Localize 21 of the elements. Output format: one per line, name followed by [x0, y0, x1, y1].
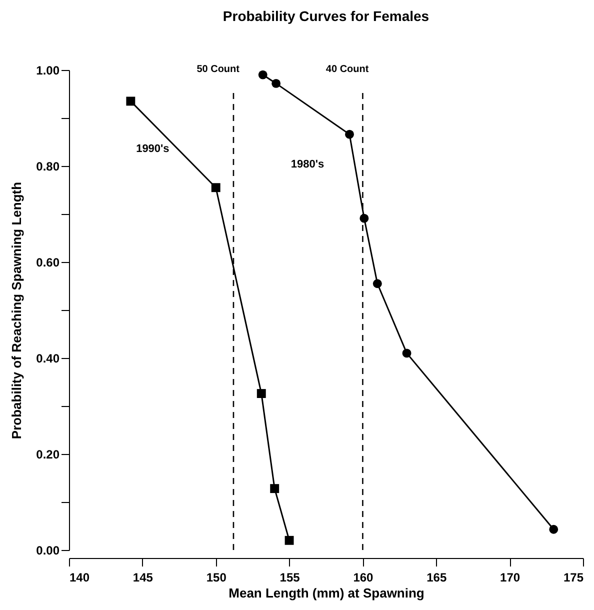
chart-title: Probability Curves for Females [222, 8, 430, 24]
text: 1980's [290, 158, 324, 170]
x-tick-label: 165 [426, 570, 447, 584]
x-tick-label: 160 [353, 570, 374, 584]
x-tick-label: 145 [132, 570, 154, 584]
y-tick-label: 0.60 [36, 256, 60, 270]
x-tick-label: 150 [206, 570, 227, 584]
y-tick-label: 0.40 [36, 352, 60, 366]
y-axis-title: Probability of Reaching Spawning Length [9, 182, 24, 440]
x-tick-label: 170 [500, 570, 520, 584]
ref-line-label: 40 Count [326, 64, 370, 75]
x-tick-label: 175 [563, 570, 584, 584]
y-tick-label: 0.80 [36, 160, 60, 174]
y-tick-label: 1.00 [36, 64, 60, 78]
x-tick-label: 140 [70, 570, 90, 584]
x-tick-label: 155 [280, 570, 300, 584]
y-tick-label: 0.00 [36, 544, 60, 558]
y-tick-label: 0.20 [36, 448, 60, 462]
series-label: 1990's [136, 143, 170, 156]
x-axis-title: Mean Length (mm) at Spawning [228, 586, 424, 600]
ref-line-label: 50 Count [196, 64, 240, 75]
